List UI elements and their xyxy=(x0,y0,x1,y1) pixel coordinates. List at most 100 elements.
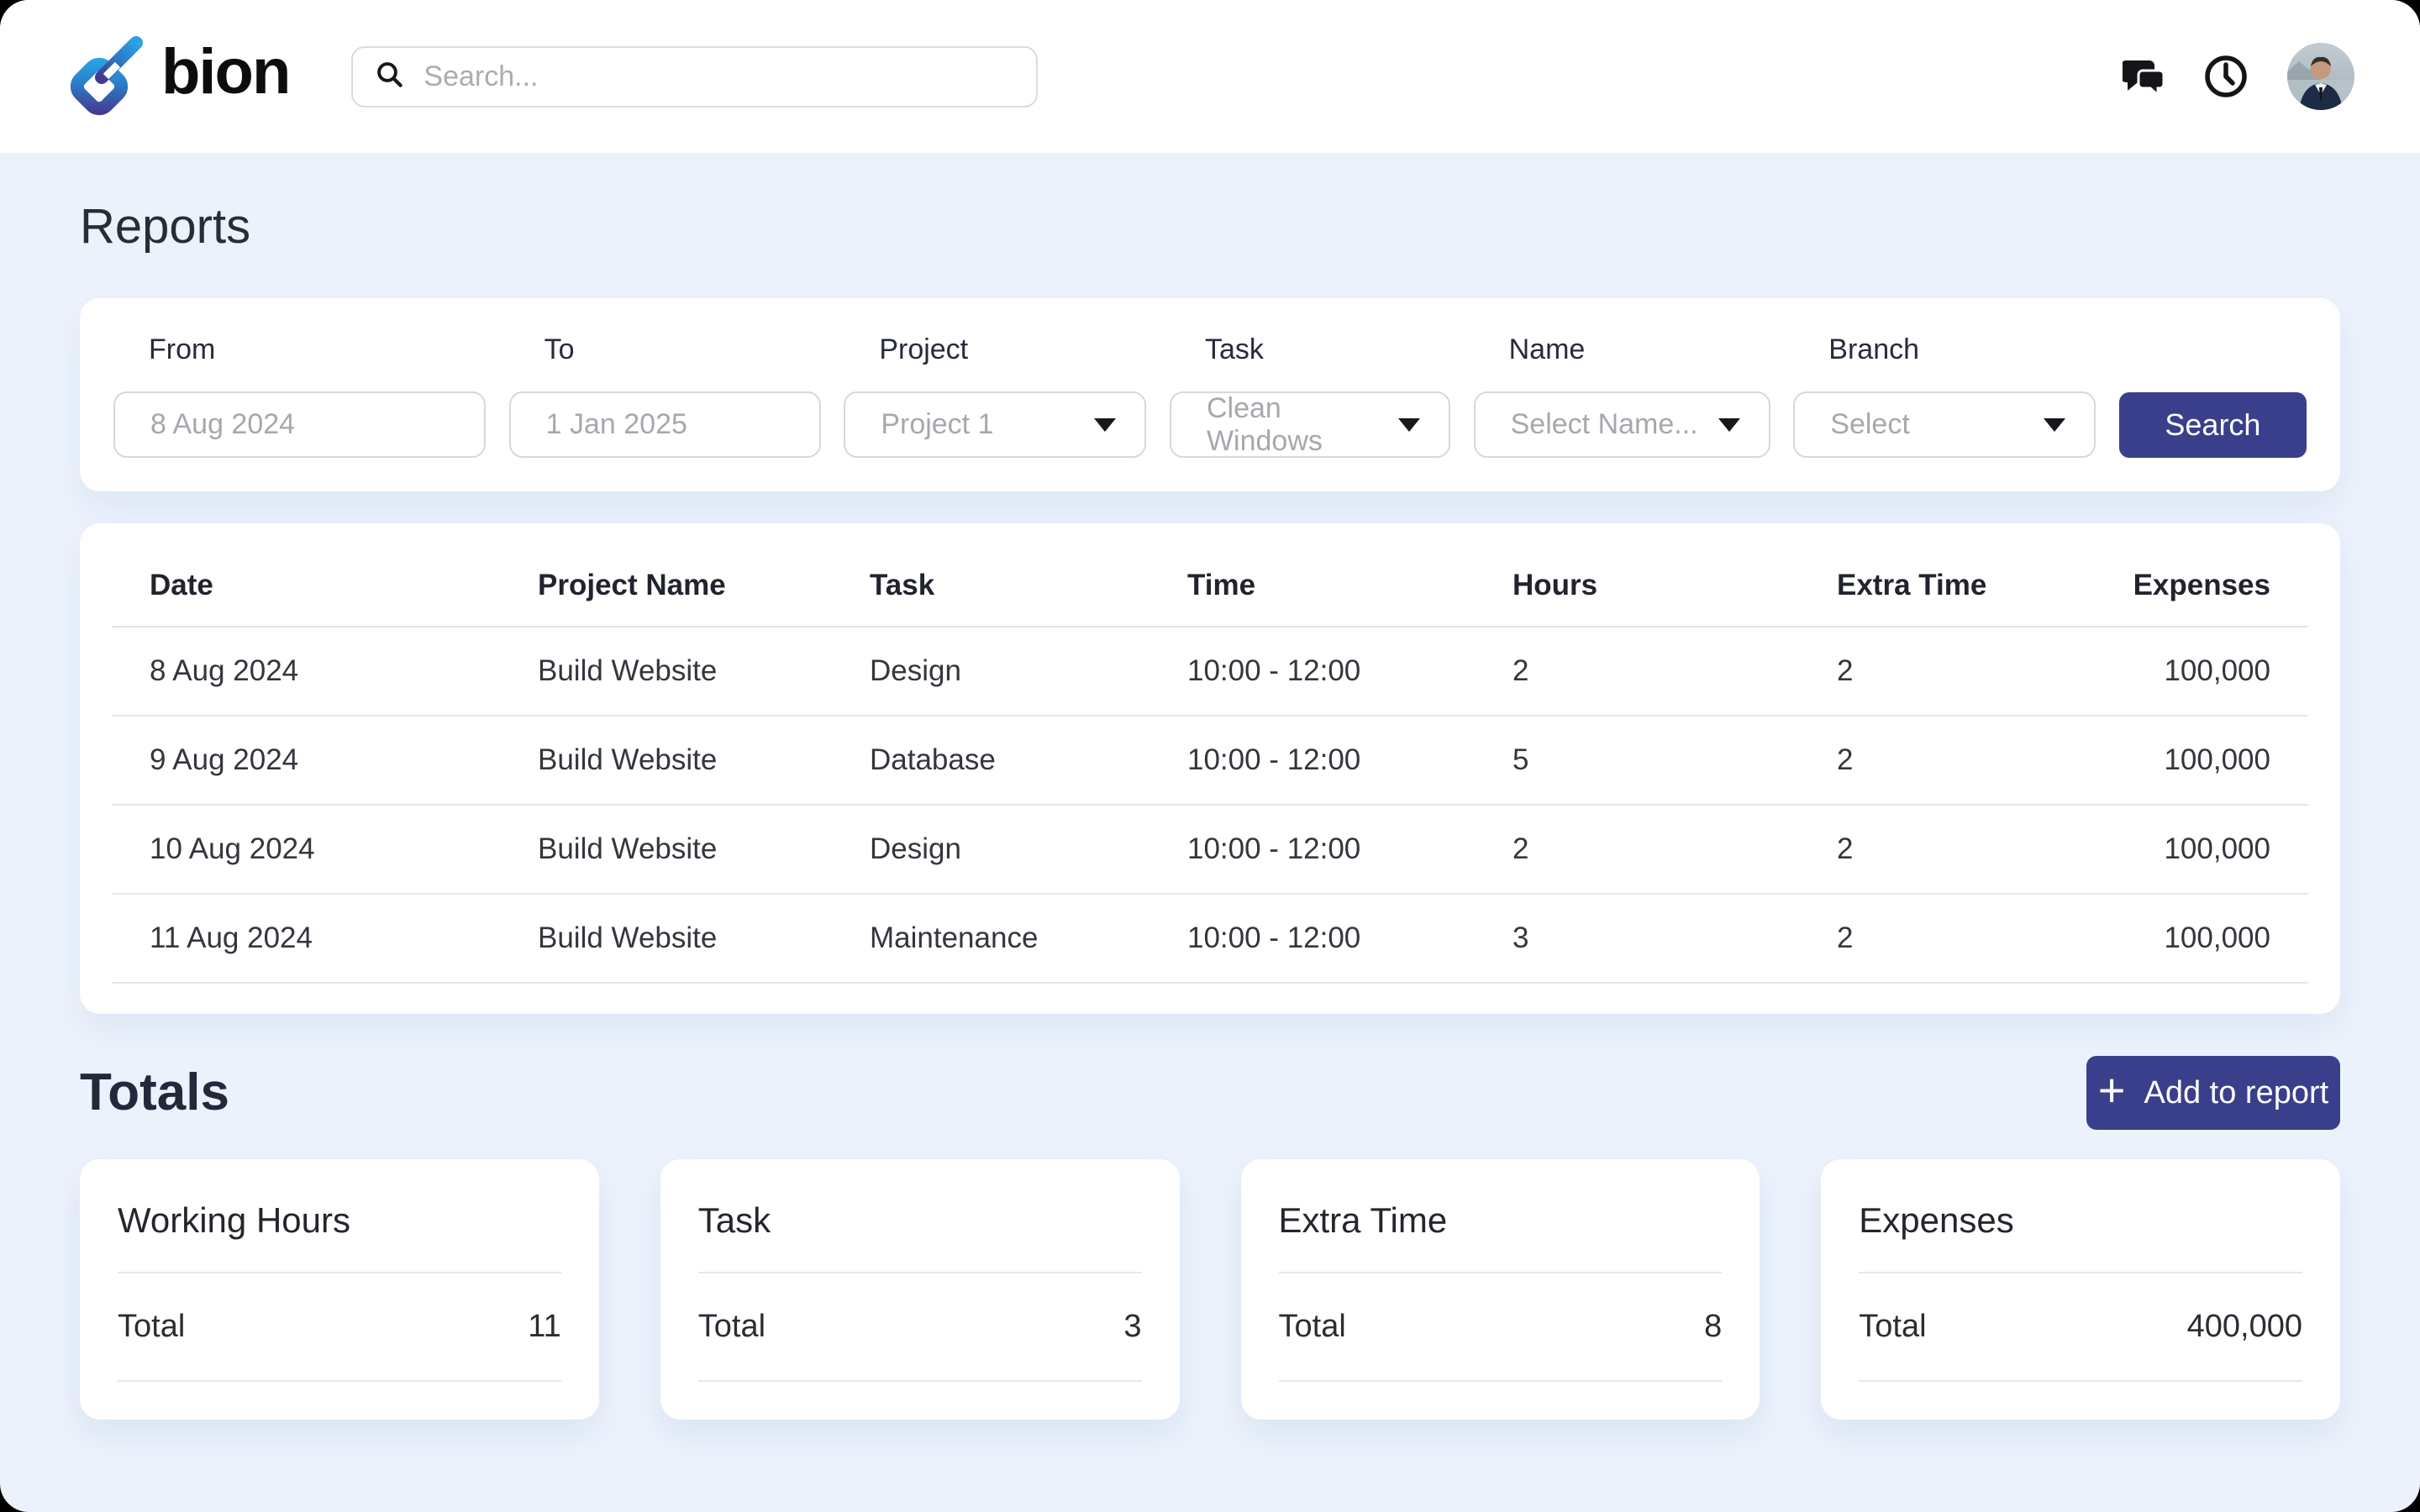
name-select-value: Select Name... xyxy=(1510,408,1698,440)
messages-icon[interactable] xyxy=(2123,57,2165,96)
total-row: Total 11 xyxy=(118,1273,561,1383)
total-card-working-hours: Working Hours Total 11 xyxy=(80,1159,599,1420)
totals-title: Totals xyxy=(80,1063,229,1121)
clock-icon[interactable] xyxy=(2203,54,2249,99)
filter-field-project: Project Project 1 xyxy=(844,333,1147,458)
cell-project: Build Website xyxy=(538,832,718,865)
column-header-task: Task xyxy=(870,569,935,601)
total-card-title: Working Hours xyxy=(118,1200,350,1240)
total-value: 3 xyxy=(1123,1309,1142,1345)
project-select-value: Project 1 xyxy=(881,408,994,440)
cell-date: 10 Aug 2024 xyxy=(150,832,315,865)
total-card-extra-time: Extra Time Total 8 xyxy=(1240,1159,1760,1420)
search-input[interactable] xyxy=(422,59,1015,94)
brand-logo: bion xyxy=(66,33,291,120)
header-actions xyxy=(2123,43,2354,110)
cell-time: 10:00 - 12:00 xyxy=(1187,743,1361,776)
add-to-report-label: Add to report xyxy=(2144,1074,2329,1110)
cell-date: 8 Aug 2024 xyxy=(150,654,299,687)
column-header-hours: Hours xyxy=(1512,569,1598,601)
cell-expenses: 100,000 xyxy=(2164,654,2270,687)
task-select-value: Clean Windows xyxy=(1206,391,1323,457)
filter-label-name: Name xyxy=(1508,333,1586,365)
cell-time: 10:00 - 12:00 xyxy=(1187,832,1361,865)
chevron-down-icon xyxy=(1718,417,1740,432)
cell-hours: 2 xyxy=(1512,832,1529,865)
cell-task: Design xyxy=(870,654,961,687)
chevron-down-icon xyxy=(1397,417,1420,432)
chevron-down-icon xyxy=(2044,417,2066,432)
cell-date: 9 Aug 2024 xyxy=(150,743,299,776)
user-avatar[interactable] xyxy=(2287,43,2354,110)
filter-label-from: From xyxy=(149,333,216,365)
table-header-row: Date Project Name Task Time Hours Extra … xyxy=(112,545,2308,627)
filter-field-name: Name Select Name... xyxy=(1473,333,1770,458)
global-search[interactable] xyxy=(351,45,1039,108)
chevron-down-icon xyxy=(1094,417,1117,432)
totals-cards: Working Hours Total 11 Task Total 3 Extr… xyxy=(80,1159,2340,1420)
branch-select-value: Select xyxy=(1830,408,1910,440)
filter-field-to: To xyxy=(508,333,821,458)
brand-name: bion xyxy=(161,36,291,108)
total-label: Total xyxy=(1859,1309,1927,1345)
table-row: 10 Aug 2024 Build Website Design 10:00 -… xyxy=(112,806,2308,895)
total-card-expenses: Expenses Total 400,000 xyxy=(1821,1159,2340,1420)
to-date-input[interactable] xyxy=(508,391,821,458)
cell-task: Design xyxy=(870,832,961,865)
total-value: 8 xyxy=(1704,1309,1723,1345)
column-header-time: Time xyxy=(1187,569,1256,601)
cell-hours: 5 xyxy=(1512,743,1529,776)
cell-task: Database xyxy=(870,743,996,776)
cell-task: Maintenance xyxy=(870,921,1039,954)
cell-extra-time: 2 xyxy=(1837,921,1854,954)
total-card-task: Task Total 3 xyxy=(660,1159,1180,1420)
total-card-title: Expenses xyxy=(1859,1200,2014,1240)
total-label: Total xyxy=(697,1309,766,1345)
filters-panel: From To Project Project 1 Task Clean Win… xyxy=(80,298,2340,491)
cell-time: 10:00 - 12:00 xyxy=(1187,654,1361,687)
total-value: 11 xyxy=(528,1309,561,1345)
cell-extra-time: 2 xyxy=(1837,743,1854,776)
cell-expenses: 100,000 xyxy=(2164,743,2270,776)
cell-hours: 3 xyxy=(1512,921,1529,954)
search-button[interactable]: Search xyxy=(2118,392,2307,458)
filter-label-task: Task xyxy=(1204,333,1264,365)
filter-field-from: From xyxy=(113,333,486,458)
total-card-title: Task xyxy=(697,1200,771,1240)
total-row: Total 3 xyxy=(697,1273,1142,1383)
filter-label-branch: Branch xyxy=(1828,333,1920,365)
column-header-date: Date xyxy=(150,569,213,601)
name-select[interactable]: Select Name... xyxy=(1473,391,1770,458)
column-header-expenses: Expenses xyxy=(2133,569,2270,601)
page-title: Reports xyxy=(80,199,251,254)
reports-table: Date Project Name Task Time Hours Extra … xyxy=(80,523,2340,1014)
table-row: 8 Aug 2024 Build Website Design 10:00 - … xyxy=(112,627,2308,717)
cell-project: Build Website xyxy=(538,654,718,687)
task-select[interactable]: Clean Windows xyxy=(1169,391,1450,458)
cell-hours: 2 xyxy=(1512,654,1529,687)
project-select[interactable]: Project 1 xyxy=(844,391,1147,458)
cell-date: 11 Aug 2024 xyxy=(150,921,313,954)
column-header-project: Project Name xyxy=(538,569,726,601)
add-to-report-button[interactable]: + Add to report xyxy=(2086,1056,2340,1130)
total-label: Total xyxy=(118,1309,186,1345)
main-content: Reports From To Project Project 1 Task xyxy=(0,195,2420,1420)
cell-project: Build Website xyxy=(538,921,718,954)
total-card-title: Extra Time xyxy=(1278,1200,1448,1240)
total-row: Total 8 xyxy=(1278,1273,1723,1383)
from-date-input[interactable] xyxy=(113,391,486,458)
cell-project: Build Website xyxy=(538,743,718,776)
cell-extra-time: 2 xyxy=(1837,832,1854,865)
cell-expenses: 100,000 xyxy=(2164,832,2270,865)
total-value: 400,000 xyxy=(2186,1309,2302,1345)
total-row: Total 400,000 xyxy=(1859,1273,2302,1383)
table-row: 9 Aug 2024 Build Website Database 10:00 … xyxy=(112,717,2308,806)
table-row: 11 Aug 2024 Build Website Maintenance 10… xyxy=(112,895,2308,984)
totals-section-header: Totals + Add to report xyxy=(80,1056,2340,1130)
branch-select[interactable]: Select xyxy=(1793,391,2096,458)
search-icon xyxy=(375,60,405,94)
filter-field-task: Task Clean Windows xyxy=(1169,333,1450,458)
filter-label-to: To xyxy=(544,333,575,365)
brand-logo-icon xyxy=(66,33,150,120)
